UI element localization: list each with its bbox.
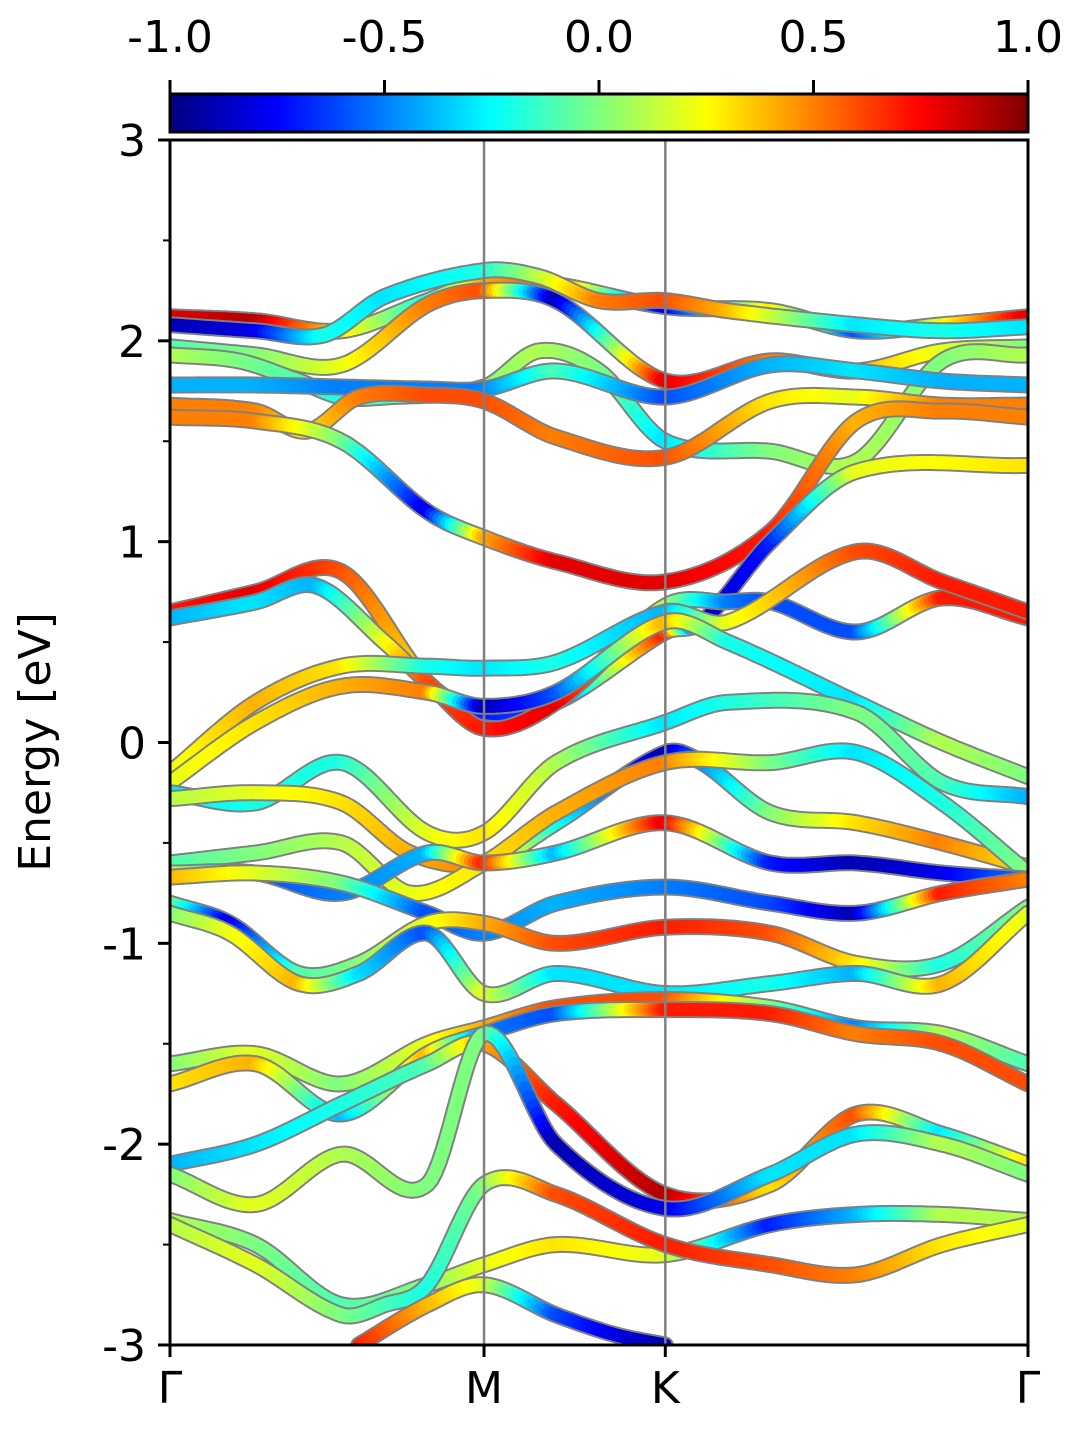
colorbar-tick-label: -0.5 [342, 12, 428, 63]
colorbar-tick-label: 0.5 [779, 12, 849, 63]
colorbar-ticks: -1.0 -0.5 0.0 0.5 1.0 [127, 12, 1063, 94]
colorbar-tick-label: 1.0 [993, 12, 1063, 63]
band-6 [170, 384, 1028, 468]
band-2 [170, 261, 1028, 346]
colorbar: -1.0 -0.5 0.0 0.5 1.0 [127, 12, 1063, 134]
colorbar-tick-label: -1.0 [127, 12, 213, 63]
band-lines [170, 261, 1028, 1345]
band-17 [170, 894, 1028, 985]
colorbar-tick-label: 0.0 [564, 12, 634, 63]
colorbar-gradient [168, 92, 1030, 134]
band-16 [170, 864, 1028, 942]
band-18 [170, 904, 1028, 1004]
